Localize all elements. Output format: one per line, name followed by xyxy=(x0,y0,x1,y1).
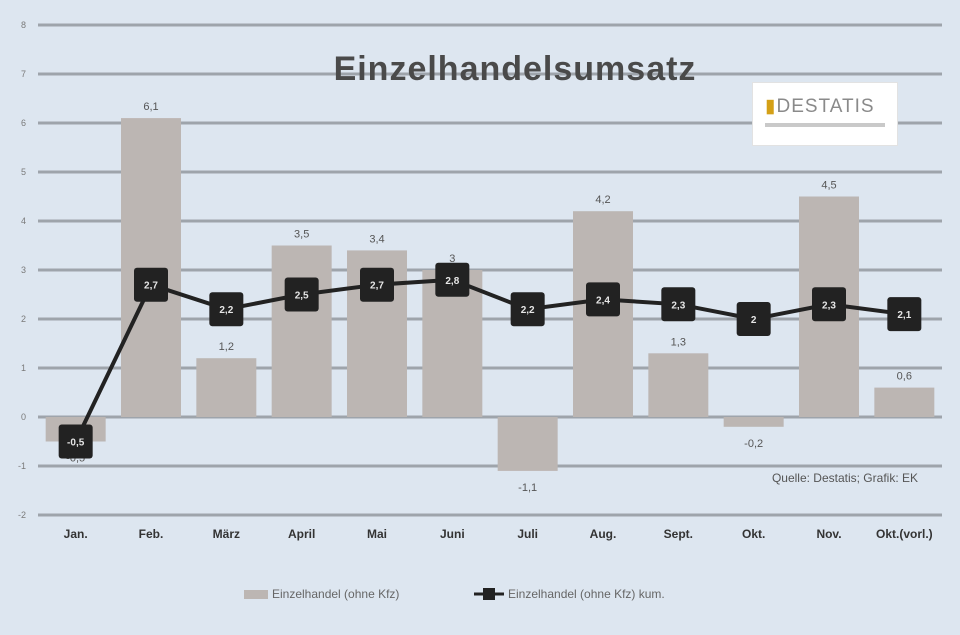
y-tick-label: 8 xyxy=(21,20,26,30)
line-value-label: 2,3 xyxy=(822,300,836,311)
y-tick-label: 2 xyxy=(21,314,26,324)
line-marker xyxy=(209,292,244,327)
line-value-label: 2,4 xyxy=(596,295,610,306)
line-series: -0,5 2,7 2,2 2,5 2,7 2,8 2,2 2,4 2,3 2 2,3 2,1 xyxy=(58,262,922,459)
line-marker xyxy=(736,302,771,336)
bar-series xyxy=(45,118,935,471)
line-marker xyxy=(887,297,922,332)
line-marker xyxy=(435,262,470,297)
x-category-label: Nov. xyxy=(816,527,841,541)
y-tick-label: -1 xyxy=(18,461,26,471)
x-category-label: Feb. xyxy=(139,527,164,541)
destatis-logo: ▮DESTATIS xyxy=(752,82,898,146)
x-axis-categories: Jan. Feb. März April Mai Juni Juli Aug. Sept. Okt… xyxy=(64,527,933,541)
y-tick-label: 0 xyxy=(21,412,26,422)
line-marker xyxy=(360,267,394,302)
legend-swatch-bars xyxy=(244,590,268,599)
bar-value-label: 3 xyxy=(449,253,455,265)
y-tick-label: 5 xyxy=(21,167,26,177)
y-tick-label: 1 xyxy=(21,363,26,373)
line-value-label: 2,2 xyxy=(521,305,535,316)
bar-value-label: 6,1 xyxy=(143,101,158,113)
bar-value-label: 3,5 xyxy=(294,229,309,241)
line-marker xyxy=(661,287,696,322)
legend: Einzelhandel (ohne Kfz) Einzelhandel (ohn… xyxy=(244,587,665,601)
y-tick-label: 4 xyxy=(21,216,26,226)
line-value-label: 2,7 xyxy=(370,281,384,292)
legend-marker-line xyxy=(483,588,495,600)
bar-value-label: 4,2 xyxy=(595,194,610,206)
bar-value-label: -0,2 xyxy=(744,438,763,450)
logo-underline xyxy=(765,123,885,127)
source-annotation: Quelle: Destatis; Grafik: EK xyxy=(772,471,918,485)
line-value-label: 2,2 xyxy=(219,305,233,316)
y-axis-ticks: -2 -1 0 1 2 3 4 5 6 7 8 xyxy=(18,20,26,520)
legend-label-bars: Einzelhandel (ohne Kfz) xyxy=(272,587,399,601)
logo-name: DESTATIS xyxy=(776,96,875,117)
line-value-label: 2,7 xyxy=(144,281,158,292)
line-value-label: 2 xyxy=(751,315,757,326)
bar-value-label: 4,5 xyxy=(821,180,836,192)
y-tick-label: 3 xyxy=(21,265,26,275)
logo-text: ▮DESTATIS xyxy=(765,95,875,118)
x-category-label: Okt.(vorl.) xyxy=(876,527,933,541)
line-value-label: 2,1 xyxy=(897,310,911,321)
logo-mark: ▮ xyxy=(765,96,777,117)
line-value-label: 2,5 xyxy=(295,291,309,302)
bar-value-label: 0,6 xyxy=(897,371,912,383)
bar-value-label: 3,4 xyxy=(369,233,384,245)
line-marker xyxy=(586,282,620,317)
x-category-label: Sept. xyxy=(664,527,693,541)
line-value-label: -0,5 xyxy=(67,438,85,449)
bar xyxy=(874,387,935,417)
grid-lines xyxy=(38,23,942,517)
line-marker xyxy=(58,424,93,459)
y-tick-label: 7 xyxy=(21,69,26,79)
x-category-label: Juni xyxy=(440,527,465,541)
bar-value-label: 1,2 xyxy=(219,341,234,353)
x-category-label: April xyxy=(288,527,315,541)
x-category-label: Okt. xyxy=(742,527,765,541)
y-tick-label: 6 xyxy=(21,118,26,128)
bar xyxy=(271,245,332,417)
y-tick-label: -2 xyxy=(18,510,26,520)
x-category-label: Juli xyxy=(517,527,538,541)
line-marker xyxy=(510,292,545,327)
bar-value-labels: -0,5 6,1 1,2 3,5 3,4 3 -1,1 4,2 1,3 -0,2 4,5 0,6 xyxy=(66,101,912,494)
bar xyxy=(196,358,257,417)
legend-label-line: Einzelhandel (ohne Kfz) kum. xyxy=(508,587,665,601)
line-value-label: 2,3 xyxy=(671,300,685,311)
line-marker xyxy=(812,287,846,322)
x-category-label: Jan. xyxy=(64,527,88,541)
line-marker xyxy=(284,277,319,312)
x-category-label: Aug. xyxy=(590,527,617,541)
line-marker xyxy=(134,267,168,302)
x-category-label: Mai xyxy=(367,527,387,541)
chart-title: Einzelhandelsumsatz xyxy=(334,50,697,88)
bar-value-label: -1,1 xyxy=(518,482,537,494)
bar xyxy=(648,353,709,417)
x-category-label: März xyxy=(213,527,240,541)
line-value-label: 2,8 xyxy=(445,276,459,287)
bar xyxy=(723,417,784,427)
bar xyxy=(121,118,181,417)
bar xyxy=(497,417,558,471)
bar-value-label: 1,3 xyxy=(671,336,686,348)
